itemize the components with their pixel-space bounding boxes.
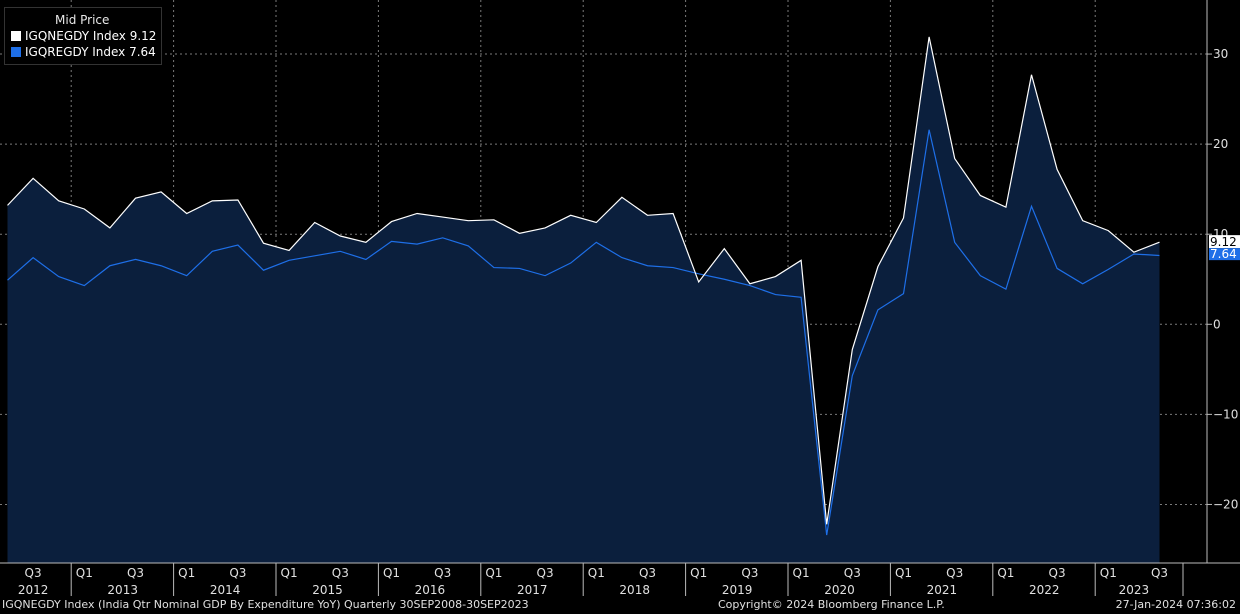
quarter-label: Q3: [127, 566, 144, 580]
year-label: 2019: [722, 583, 753, 597]
year-label: 2012: [18, 583, 49, 597]
last-value-tag-nominal: [1209, 235, 1240, 249]
year-label: 2023: [1119, 583, 1150, 597]
last-value-text-nominal: 9.12: [1210, 235, 1237, 249]
year-label: 2013: [107, 583, 138, 597]
quarter-label: Q3: [25, 566, 42, 580]
quarter-label: Q1: [997, 566, 1014, 580]
quarter-label: Q1: [690, 566, 707, 580]
area-fill: [7, 36, 1160, 563]
year-label: 2022: [1029, 583, 1060, 597]
quarter-label: Q1: [793, 566, 810, 580]
last-value-text-real: 7.64: [1210, 247, 1237, 261]
legend-label-real: IGQREGDY Index 7.64: [25, 45, 156, 59]
quarter-label: Q1: [895, 566, 912, 580]
last-value-tag-real: [1209, 248, 1240, 261]
quarter-label: Q1: [485, 566, 502, 580]
legend-item-real: IGQREGDY Index 7.64: [11, 45, 156, 59]
quarter-label: Q3: [537, 566, 554, 580]
y-tick-label: 30: [1213, 47, 1228, 61]
quarter-label: Q1: [76, 566, 93, 580]
legend-swatch-real: [11, 47, 21, 57]
footer-copyright: Copyright© 2024 Bloomberg Finance L.P.: [718, 598, 945, 611]
quarter-label: Q1: [588, 566, 605, 580]
series-lines: [7, 36, 1160, 536]
legend-label-nominal: IGQNEGDY Index 9.12: [25, 29, 157, 43]
quarter-label: Q3: [434, 566, 451, 580]
quarter-label: Q3: [639, 566, 656, 580]
y-tick-label: 0: [1213, 317, 1221, 331]
y-tick-label: −10: [1213, 407, 1238, 421]
year-label: 2014: [210, 583, 241, 597]
y-tick-label: 20: [1213, 137, 1228, 151]
last-value-labels: 9.127.64: [1209, 235, 1240, 261]
year-label: 2021: [927, 583, 958, 597]
quarter-label: Q3: [946, 566, 963, 580]
quarter-label: Q1: [383, 566, 400, 580]
year-label: 2020: [824, 583, 855, 597]
year-label: 2015: [312, 583, 343, 597]
footer-description: IGQNEGDY Index (India Qtr Nominal GDP By…: [2, 598, 529, 611]
quarter-label: Q1: [178, 566, 195, 580]
quarter-label: Q3: [332, 566, 349, 580]
y-tick-label: −20: [1213, 497, 1238, 511]
footer-timestamp: 27-Jan-2024 07:36:02: [1115, 598, 1236, 611]
legend: Mid Price IGQNEGDY Index 9.12 IGQREGDY I…: [4, 7, 162, 65]
x-axis: Q3 Q1 Q3 Q1 Q3 Q1 Q3 Q1 Q3 Q1 Q3 Q1 Q3 Q1 Q3 Q1 Q3 Q1 Q3 Q1…: [0, 562, 1240, 597]
quarter-label: Q1: [1100, 566, 1117, 580]
year-label: 2018: [619, 583, 650, 597]
real-gdp-line: [7, 129, 1160, 536]
nominal-gdp-line: [7, 36, 1160, 525]
legend-item-nominal: IGQNEGDY Index 9.12: [11, 29, 156, 43]
year-label: 2017: [517, 583, 548, 597]
quarter-label: Q1: [281, 566, 298, 580]
quarter-label: Q3: [741, 566, 758, 580]
year-label: 2016: [415, 583, 446, 597]
legend-title: Mid Price: [55, 13, 110, 27]
legend-swatch-nominal: [11, 31, 21, 41]
quarter-label: Q3: [1151, 566, 1168, 580]
nominal-area: [7, 36, 1160, 563]
quarter-label: Q3: [844, 566, 861, 580]
quarter-label: Q3: [229, 566, 246, 580]
quarter-label: Q3: [1049, 566, 1066, 580]
